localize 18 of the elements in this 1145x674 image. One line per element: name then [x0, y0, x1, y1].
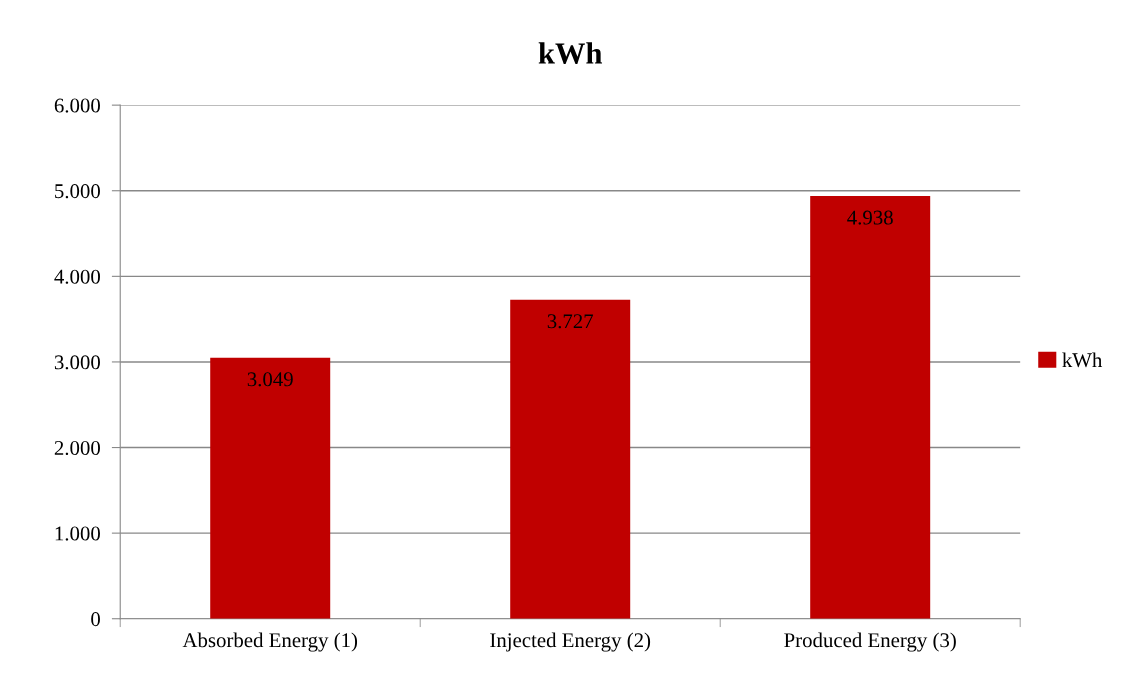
y-tick-label: 2.000	[54, 440, 100, 456]
y-tick-label: 4.000	[54, 269, 100, 284]
chart-title: kWh	[538, 42, 603, 64]
y-tick-label: 3.000	[54, 355, 100, 370]
bar	[210, 357, 331, 619]
bar	[510, 299, 631, 619]
data-label: 4.938	[847, 210, 893, 225]
y-tick-label: 1.000	[55, 526, 100, 541]
data-label: 3.727	[547, 314, 594, 329]
legend-label: kWh	[1062, 352, 1103, 368]
y-tick-label: 0	[91, 612, 100, 627]
y-tick-label: 6.000	[54, 98, 100, 113]
data-label: 3.049	[247, 372, 293, 387]
x-tick-label: Injected Energy (2)	[490, 632, 651, 652]
y-tick-label: 5.000	[55, 184, 100, 199]
x-tick-label: Produced Energy (3)	[784, 632, 956, 652]
x-tick-label: Absorbed Energy (1)	[182, 632, 358, 652]
bar	[810, 196, 931, 619]
